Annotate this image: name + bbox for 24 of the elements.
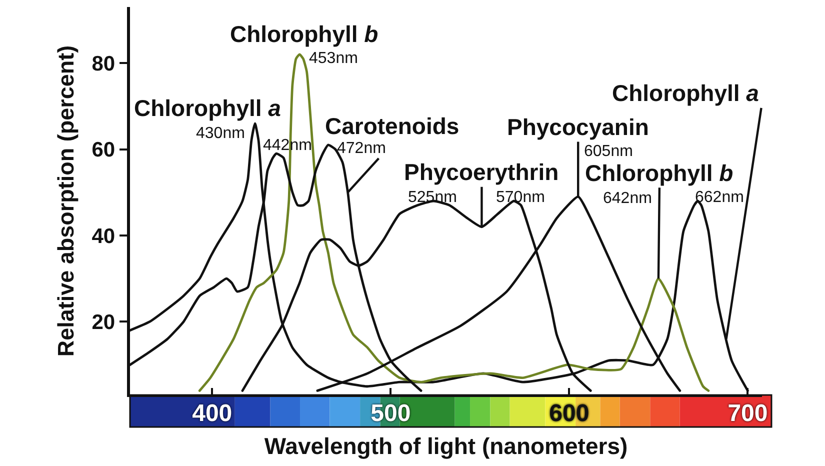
annotation: 605nm — [584, 143, 633, 160]
annotation: 662nm — [695, 189, 744, 206]
annotation: Carotenoids — [325, 113, 460, 139]
x-tick-label: 400 — [192, 400, 232, 427]
x-tick-label: 700 — [728, 400, 768, 427]
y-tick-label: 60 — [92, 138, 116, 162]
annotation: 642nm — [603, 190, 652, 207]
annotation: 570nm — [496, 189, 545, 206]
x-tick-label: 500 — [370, 400, 411, 427]
annotation: Phycocyanin — [507, 114, 649, 140]
annotation: Phycoerythrin — [404, 159, 559, 185]
annotation: 453nm — [309, 50, 358, 67]
annotation: Chlorophyll a — [612, 80, 760, 106]
y-tick-label: 80 — [92, 52, 116, 76]
annotation: 472nm — [337, 140, 386, 157]
y-tick-label: 20 — [92, 311, 116, 334]
y-axis-title: Relative absorption (percent) — [53, 45, 78, 357]
annotation: 430nm — [196, 125, 245, 142]
x-tick-label: 600 — [549, 400, 590, 427]
annotation: Chlorophyll b — [230, 21, 378, 47]
y-tick-label: 40 — [92, 224, 116, 248]
annotation: Chlorophyll b — [585, 160, 734, 186]
annotation: Chlorophyll a — [134, 95, 282, 121]
x-axis-title: Wavelength of light (nanometers) — [264, 432, 628, 459]
